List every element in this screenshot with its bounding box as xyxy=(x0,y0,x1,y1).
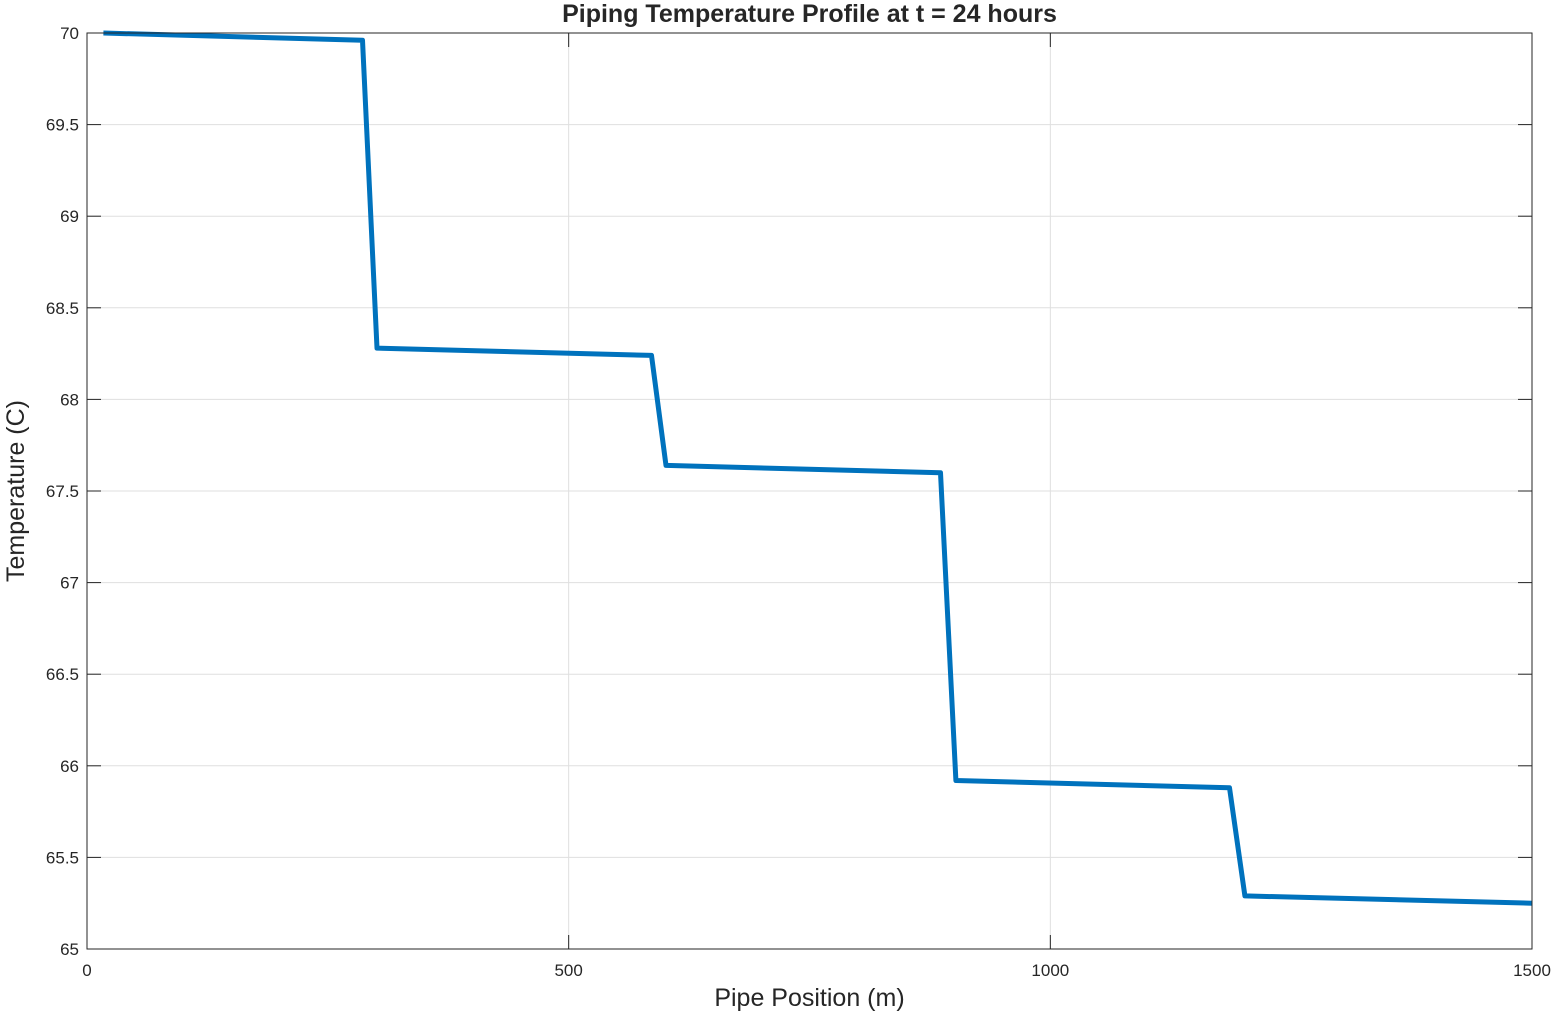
y-tick-label: 68.5 xyxy=(46,299,79,318)
x-axis-title: Pipe Position (m) xyxy=(714,984,904,1012)
tick-marks xyxy=(86,32,1533,950)
x-tick-label: 0 xyxy=(82,961,91,980)
series-layer xyxy=(103,30,1533,906)
y-tick-label: 65 xyxy=(60,940,79,959)
chart-title: Piping Temperature Profile at t = 24 hou… xyxy=(562,0,1057,28)
y-tick-label: 67.5 xyxy=(46,482,79,501)
x-tick-labels: 0 500 1000 1500 xyxy=(82,961,1551,980)
y-tick-labels: 65 65.5 66 66.5 67 67.5 68 68.5 69 69.5 70 xyxy=(46,24,79,959)
y-tick-label: 67 xyxy=(60,574,79,593)
y-tick-label: 69.5 xyxy=(46,116,79,135)
y-tick-label: 69 xyxy=(60,207,79,226)
y-axis-title: Temperature (C) xyxy=(2,400,30,582)
x-tick-label: 1000 xyxy=(1031,961,1069,980)
y-tick-label: 66.5 xyxy=(46,665,79,684)
temperature-series-line xyxy=(103,30,1533,906)
y-tick-label: 70 xyxy=(60,24,79,43)
y-tick-label: 68 xyxy=(60,390,79,409)
x-tick-label: 500 xyxy=(554,961,582,980)
grid-lines xyxy=(87,33,1532,949)
y-tick-label: 66 xyxy=(60,757,79,776)
x-tick-label: 1500 xyxy=(1513,961,1551,980)
y-tick-label: 65.5 xyxy=(46,848,79,867)
